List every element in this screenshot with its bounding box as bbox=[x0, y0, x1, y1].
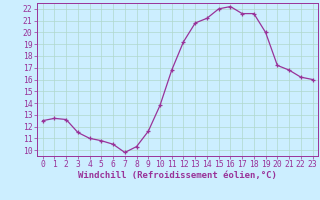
X-axis label: Windchill (Refroidissement éolien,°C): Windchill (Refroidissement éolien,°C) bbox=[78, 171, 277, 180]
